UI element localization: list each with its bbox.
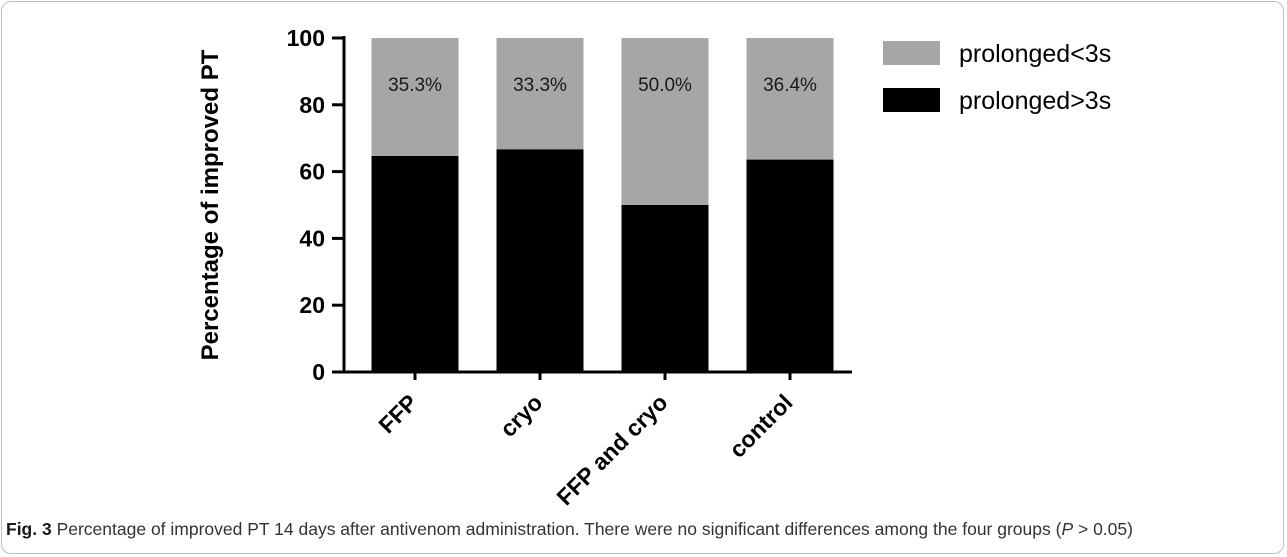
y-tick-label-1: 20 (299, 292, 325, 318)
bar-prolonged-3s-1 (496, 38, 584, 150)
bar-prolonged-3s-2 (621, 205, 709, 372)
legend-swatch-1 (883, 88, 940, 112)
legend-swatch-0 (883, 41, 940, 65)
y-tick-label-3: 60 (299, 159, 325, 185)
data-label-0: 35.3% (388, 75, 442, 96)
y-axis-title: Percentage of improved PT (197, 49, 224, 360)
y-tick-label-4: 80 (299, 92, 325, 118)
bar-prolonged-3s-2 (621, 38, 709, 205)
data-label-3: 36.4% (763, 75, 817, 96)
figure-caption: Fig. 3 Percentage of improved PT 14 days… (6, 519, 1281, 540)
data-label-1: 33.3% (513, 75, 567, 96)
x-tick-label-1: cryo (495, 389, 548, 442)
legend-label-1: prolonged>3s (959, 87, 1111, 115)
caption-text: Percentage of improved PT 14 days after … (56, 519, 1062, 539)
bar-prolonged-3s-3 (746, 38, 834, 160)
bar-prolonged-3s-0 (371, 155, 459, 372)
caption-p-symbol: P (1061, 519, 1074, 539)
y-tick-label-5: 100 (287, 25, 325, 51)
bar-prolonged-3s-3 (746, 159, 834, 372)
x-tick-label-3: control (724, 389, 798, 463)
caption-p-rest: > 0.05) (1073, 519, 1133, 539)
bar-prolonged-3s-0 (371, 38, 459, 156)
stacked-bar-chart: 35.3% 33.3% 50.0% 36.4% FFP cryo FFP and cryo… (197, 25, 1111, 510)
x-tick-label-0: FFP (373, 389, 422, 438)
legend-layer: prolonged<3s prolonged>3s (883, 40, 1111, 115)
y-tick-label-0: 0 (312, 359, 325, 385)
bar-prolonged-3s-1 (496, 149, 584, 372)
x-tick-label-2: FFP and cryo (551, 389, 672, 510)
y-tick-label-2: 40 (299, 225, 325, 251)
legend-label-0: prolonged<3s (959, 40, 1111, 68)
caption-label: Fig. 3 (6, 519, 52, 539)
data-label-2: 50.0% (638, 75, 692, 96)
bars-layer: 35.3% 33.3% 50.0% 36.4% (371, 38, 834, 372)
